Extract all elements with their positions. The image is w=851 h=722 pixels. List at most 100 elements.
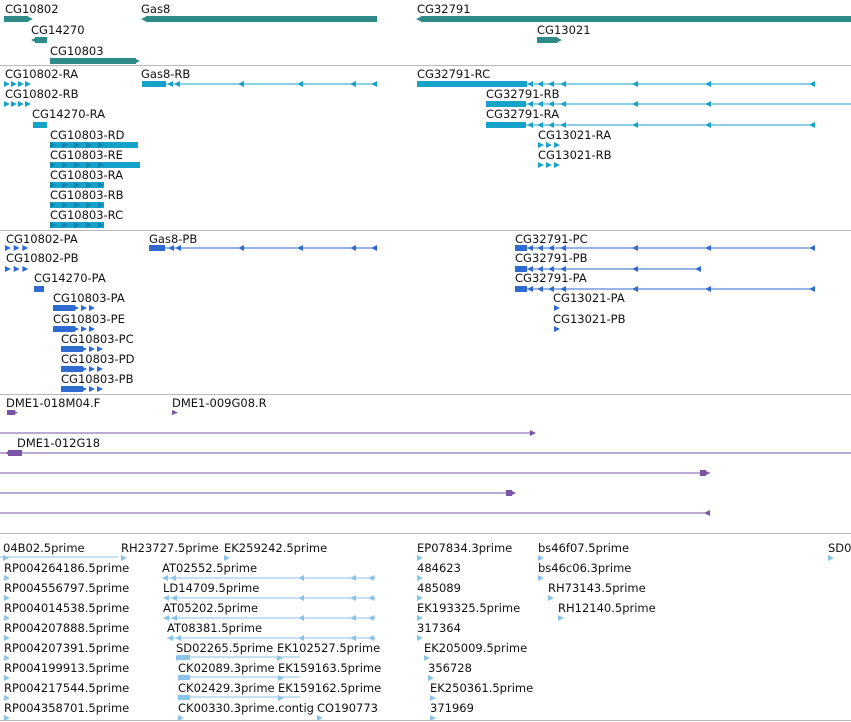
est-rh73143-5prime[interactable] xyxy=(548,595,554,601)
clone-read-4[interactable] xyxy=(0,490,516,496)
forward-strand-arrow xyxy=(74,182,80,188)
clone-read-5[interactable] xyxy=(0,510,710,516)
reverse-strand-arrow xyxy=(171,595,177,601)
clone-dme1-009g08-r[interactable] xyxy=(172,410,178,415)
est-ek193325-5prime[interactable] xyxy=(417,615,423,621)
transcript-cg10803-rd[interactable] xyxy=(50,142,138,148)
est-317364[interactable] xyxy=(417,635,423,641)
protein-cg10802-pb[interactable] xyxy=(5,266,29,272)
est-ck00330-3prime-contig[interactable] xyxy=(178,715,184,721)
est-span-4[interactable] xyxy=(178,695,300,700)
transcript-label: CG32791-RC xyxy=(417,67,491,81)
est-at05202-5prime[interactable] xyxy=(163,615,376,621)
est-bs46f07-5prime[interactable] xyxy=(538,555,544,561)
protein-cg13021-pa[interactable] xyxy=(554,305,560,311)
protein-cg10803-pe[interactable] xyxy=(53,326,95,332)
gene-cg10802[interactable] xyxy=(4,16,33,22)
est-484623[interactable] xyxy=(417,575,423,581)
exon-block xyxy=(149,245,165,251)
gene-gas8[interactable] xyxy=(141,16,377,22)
est-ld14709-5prime[interactable] xyxy=(163,595,376,601)
est-span-2[interactable] xyxy=(178,655,300,660)
transcript-cg13021-ra[interactable] xyxy=(538,142,560,148)
reverse-strand-arrow xyxy=(632,122,638,128)
est-sd0[interactable] xyxy=(828,555,834,561)
est-co190773[interactable] xyxy=(317,715,323,721)
gene-cg14270[interactable] xyxy=(31,37,47,43)
transcript-cg32791-rb[interactable] xyxy=(486,101,851,107)
clone-read-3[interactable] xyxy=(0,470,710,476)
clone-read-1[interactable] xyxy=(0,430,536,436)
protein-cg10803-pa[interactable] xyxy=(53,305,95,311)
protein-label: CG14270-PA xyxy=(34,271,106,285)
protein-cg10802-pa[interactable] xyxy=(5,245,29,251)
reverse-strand-arrow xyxy=(537,245,543,251)
protein-cg32791-pb[interactable] xyxy=(515,266,701,272)
protein-cg13021-pb[interactable] xyxy=(554,326,560,332)
transcript-gas8-rb[interactable] xyxy=(142,81,377,87)
est-label: CO190773 xyxy=(317,701,378,715)
transcript-cg32791-rc[interactable] xyxy=(417,81,815,87)
reverse-strand-arrow xyxy=(350,635,356,641)
est-at02552-5prime[interactable] xyxy=(162,575,376,581)
est-rp004358701-5prime[interactable] xyxy=(4,715,10,721)
est-at08381-5prime[interactable] xyxy=(167,635,376,641)
protein-cg14270-pa[interactable] xyxy=(34,286,44,292)
transcript-cg10803-ra[interactable] xyxy=(50,182,104,188)
est-rh23727-5prime[interactable] xyxy=(121,555,127,561)
est-371969[interactable] xyxy=(430,715,436,721)
gene-body xyxy=(421,16,851,22)
protein-cg10803-pd[interactable] xyxy=(61,366,103,372)
est-rp004264186-5prime[interactable] xyxy=(4,575,10,581)
reverse-strand-arrow xyxy=(350,595,356,601)
transcript-cg10803-rb[interactable] xyxy=(50,202,104,208)
protein-cg32791-pa[interactable] xyxy=(515,286,815,292)
forward-strand-arrow xyxy=(81,326,87,332)
est-rp004556797-5prime[interactable] xyxy=(4,595,10,601)
transcript-cg13021-rb[interactable] xyxy=(538,162,560,168)
est-356728[interactable] xyxy=(428,675,434,681)
est-rh12140-5prime[interactable] xyxy=(558,615,564,621)
clone-dme1-018m04-f[interactable] xyxy=(7,410,18,415)
protein-gas8-pb[interactable] xyxy=(149,245,377,251)
est-bs46c06-3prime[interactable] xyxy=(538,575,544,581)
forward-strand-arrow xyxy=(74,162,80,168)
est-ek250361-5prime[interactable] xyxy=(430,695,436,701)
est-rp004217544-5prime[interactable] xyxy=(4,695,10,701)
est-label: CK00330.3prime.contig xyxy=(178,701,314,715)
transcript-cg10803-rc[interactable] xyxy=(50,222,104,228)
transcript-label: CG10803-RD xyxy=(50,128,125,142)
est-rp004207888-5prime[interactable] xyxy=(4,635,10,641)
transcript-cg14270-ra[interactable] xyxy=(33,122,47,128)
est-ek205009-5prime[interactable] xyxy=(424,655,430,661)
protein-cg32791-pc[interactable] xyxy=(515,245,815,251)
est-485089[interactable] xyxy=(417,595,423,601)
transcript-cg32791-ra[interactable] xyxy=(486,122,815,128)
exon-block xyxy=(178,695,190,700)
exon-block xyxy=(515,245,527,251)
protein-cg10803-pb[interactable] xyxy=(61,386,103,392)
forward-strand-arrow xyxy=(430,715,436,721)
est-ep07834-3prime[interactable] xyxy=(417,555,423,561)
forward-strand-arrow xyxy=(224,555,230,561)
est-rp004199913-5prime[interactable] xyxy=(4,675,10,681)
protein-cg10803-pc[interactable] xyxy=(61,346,103,352)
transcript-cg10802-ra[interactable] xyxy=(4,81,31,87)
reverse-strand-arrow xyxy=(705,286,711,292)
est-span-3[interactable] xyxy=(178,675,300,680)
transcript-label: CG13021-RB xyxy=(538,148,612,162)
gene-cg10803[interactable] xyxy=(50,58,140,64)
transcript-cg10802-rb[interactable] xyxy=(4,101,31,107)
clone-label: DME1-012G18 xyxy=(17,436,101,450)
forward-strand-arrow xyxy=(4,695,10,701)
est-ek259242-5prime[interactable] xyxy=(224,555,230,561)
clone-dme1-012g18[interactable] xyxy=(0,450,851,456)
reverse-strand-arrow xyxy=(560,286,566,292)
gene-cg13021[interactable] xyxy=(537,37,562,43)
exon-block xyxy=(61,366,83,372)
est-rp004014538-5prime[interactable] xyxy=(4,615,10,621)
gene-cg32791[interactable] xyxy=(416,16,851,22)
transcript-cg10803-re[interactable] xyxy=(50,162,140,168)
forward-strand-arrow xyxy=(4,715,10,721)
est-rp004207391-5prime[interactable] xyxy=(4,655,10,661)
